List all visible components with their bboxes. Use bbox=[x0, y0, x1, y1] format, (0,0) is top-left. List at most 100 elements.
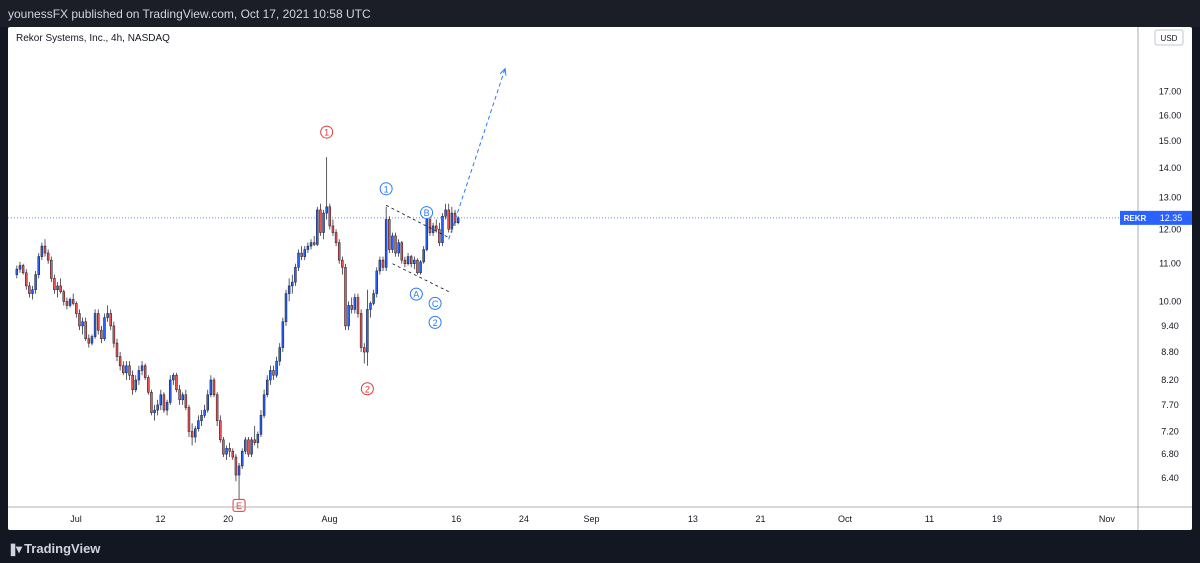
candle-body bbox=[272, 370, 275, 376]
candle-body bbox=[409, 256, 413, 264]
price-tick-label: 7.20 bbox=[1161, 427, 1179, 437]
candle-body bbox=[28, 285, 31, 294]
candle-body bbox=[40, 245, 44, 257]
time-tick-label: Sep bbox=[583, 514, 599, 524]
candle-body bbox=[75, 303, 78, 314]
candle-body bbox=[147, 377, 150, 393]
candle-body bbox=[372, 293, 375, 304]
candle-body bbox=[87, 338, 91, 344]
candle-body bbox=[187, 407, 191, 432]
candle-body bbox=[244, 439, 247, 452]
price-tick-label: 8.80 bbox=[1161, 347, 1179, 357]
candle-body bbox=[228, 448, 231, 452]
candle-body bbox=[112, 325, 116, 344]
candle-body bbox=[165, 402, 169, 411]
wave-c-label-circle bbox=[428, 296, 442, 310]
wave-2-blue-label-circle bbox=[428, 315, 442, 329]
candle-body bbox=[325, 206, 328, 214]
candle-body bbox=[287, 285, 291, 294]
candle-body bbox=[438, 229, 441, 243]
candle-body bbox=[366, 309, 369, 353]
candle-body bbox=[319, 209, 322, 233]
wave-1-red-label-circle bbox=[320, 125, 334, 139]
price-tick-label: 15.00 bbox=[1159, 136, 1182, 146]
channel-lower-line bbox=[392, 263, 449, 293]
candle-body bbox=[447, 209, 450, 230]
candle-body bbox=[303, 249, 306, 257]
currency-box bbox=[1154, 29, 1184, 46]
candle-body bbox=[344, 267, 347, 327]
axes-group: Rekor Systems, Inc., 4h, NASDAQ USD 6.40 6.… bbox=[8, 27, 1192, 530]
tradingview-brand[interactable]: ❚▾ TradingView bbox=[8, 541, 100, 556]
time-tick-label: 19 bbox=[992, 514, 1002, 524]
projection-arrow-head bbox=[499, 67, 507, 76]
price-tick-label: 17.00 bbox=[1159, 86, 1182, 96]
top-bar: younessFX published on TradingView.com, … bbox=[0, 0, 1200, 27]
candle-body bbox=[15, 268, 19, 275]
candle-body bbox=[18, 265, 22, 270]
candle-body bbox=[122, 365, 125, 374]
candle-body bbox=[444, 209, 447, 217]
brand-name: TradingView bbox=[24, 541, 101, 556]
candle-body bbox=[172, 374, 175, 381]
candle-body bbox=[363, 347, 366, 353]
candle-body bbox=[140, 365, 144, 371]
candle-body bbox=[175, 374, 178, 391]
candle-body bbox=[378, 259, 382, 272]
time-tick-label: Jul bbox=[70, 514, 82, 524]
candle-body bbox=[266, 379, 269, 396]
candle-body bbox=[394, 235, 397, 254]
price-tick-label: 11.00 bbox=[1159, 259, 1181, 269]
candle-body bbox=[53, 278, 56, 290]
price-tick-label: 6.80 bbox=[1161, 449, 1179, 459]
candle-body bbox=[168, 379, 172, 403]
candle-body bbox=[59, 285, 62, 292]
candle-body bbox=[403, 259, 407, 264]
candle-body bbox=[250, 439, 253, 455]
price-tick-label: 14.00 bbox=[1159, 163, 1182, 173]
candle-body bbox=[34, 274, 37, 290]
candle-body bbox=[143, 365, 147, 378]
candle-body bbox=[375, 270, 378, 294]
candle-body bbox=[150, 392, 153, 413]
low-marker-label: E bbox=[236, 501, 242, 511]
candle-body bbox=[353, 297, 357, 310]
candle-body bbox=[97, 313, 100, 331]
candle-body bbox=[441, 216, 444, 243]
candle-body bbox=[316, 209, 319, 245]
candle-body bbox=[153, 409, 156, 413]
candle-body bbox=[350, 305, 353, 310]
candle-body bbox=[422, 249, 425, 263]
time-tick-label: 20 bbox=[223, 514, 233, 524]
candle-body bbox=[400, 242, 404, 261]
candle-body bbox=[50, 259, 53, 279]
time-tick-label: Aug bbox=[321, 514, 337, 524]
candle-body bbox=[118, 356, 122, 367]
candle-body bbox=[100, 329, 103, 340]
candle-body bbox=[237, 465, 241, 476]
candle-body bbox=[194, 428, 197, 438]
wave-2-red-label: 2 bbox=[365, 384, 370, 394]
candle-body bbox=[78, 313, 81, 327]
candle-body bbox=[115, 342, 119, 357]
candle-body bbox=[209, 379, 213, 396]
candle-body bbox=[46, 252, 50, 261]
candle-body bbox=[337, 242, 341, 261]
candle-body bbox=[200, 415, 203, 421]
currency-label: USD bbox=[1161, 34, 1178, 43]
candle-body bbox=[109, 313, 112, 327]
wave-a-label: A bbox=[413, 290, 419, 300]
candle-body bbox=[134, 379, 137, 391]
candle-body bbox=[306, 245, 310, 250]
candle-body bbox=[397, 242, 400, 254]
candle-body bbox=[81, 321, 84, 327]
wave-2-red-label-circle bbox=[360, 382, 374, 396]
candle-body bbox=[281, 321, 285, 348]
time-tick-label: 24 bbox=[519, 514, 529, 524]
candles-group bbox=[15, 157, 460, 501]
wave-1-red-label: 1 bbox=[324, 128, 329, 138]
candle-body bbox=[71, 299, 75, 304]
candle-body bbox=[341, 259, 344, 268]
